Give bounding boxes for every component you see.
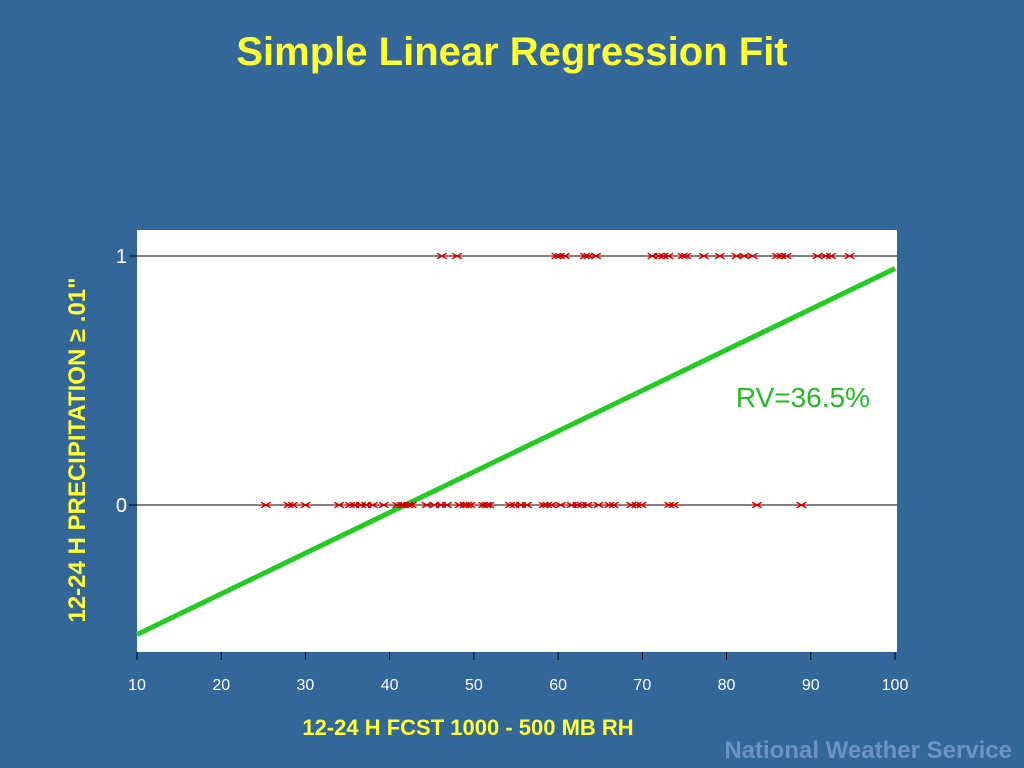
plot-area: [137, 230, 897, 652]
data-point: [635, 501, 647, 509]
data-point: [555, 501, 567, 509]
slide-title: Simple Linear Regression Fit: [236, 30, 788, 74]
data-point: [714, 252, 726, 260]
x-axis-label: 12-24 H FCST 1000 - 500 MB RH: [302, 715, 634, 740]
data-point: [545, 501, 557, 509]
data-point: [662, 252, 674, 260]
data-point: [299, 501, 311, 509]
data-point: [559, 252, 571, 260]
y-axis-label: 12-24 H PRECIPITATION ≥ .01": [64, 277, 91, 623]
data-point: [521, 501, 533, 509]
data-point: [780, 252, 792, 260]
data-point: [825, 252, 837, 260]
data-point: [441, 501, 453, 509]
data-point: [593, 501, 605, 509]
x-tick-label: 10: [128, 677, 146, 694]
x-tick-label: 60: [549, 677, 567, 694]
data-point: [260, 501, 272, 509]
y-tick-label: 0: [116, 495, 127, 517]
data-point: [844, 252, 856, 260]
x-tick-label: 20: [212, 677, 230, 694]
regression-line: [135, 266, 897, 637]
data-point: [451, 252, 463, 260]
data-point: [747, 252, 759, 260]
data-point: [582, 501, 594, 509]
footer-brand: National Weather Service: [724, 737, 1012, 764]
x-tick-label: 80: [718, 677, 736, 694]
data-point: [698, 252, 710, 260]
data-point: [590, 252, 602, 260]
data-point: [333, 501, 345, 509]
data-point: [680, 252, 692, 260]
data-point: [287, 501, 299, 509]
x-tick-label: 30: [297, 677, 315, 694]
data-point: [667, 501, 679, 509]
x-tick-label: 70: [633, 677, 651, 694]
y-tick-label: 1: [116, 246, 127, 268]
data-point: [367, 501, 379, 509]
x-tick-label: 40: [381, 677, 399, 694]
data-point: [483, 501, 495, 509]
data-point: [465, 501, 477, 509]
data-point: [608, 501, 620, 509]
data-point: [796, 501, 808, 509]
x-tick-label: 90: [802, 677, 820, 694]
data-point: [436, 252, 448, 260]
rv-annotation: RV=36.5%: [736, 382, 870, 413]
data-point: [751, 501, 763, 509]
data-point: [378, 501, 390, 509]
data-point: [406, 501, 418, 509]
x-tick-label: 100: [882, 677, 909, 694]
x-tick-label: 50: [465, 677, 483, 694]
